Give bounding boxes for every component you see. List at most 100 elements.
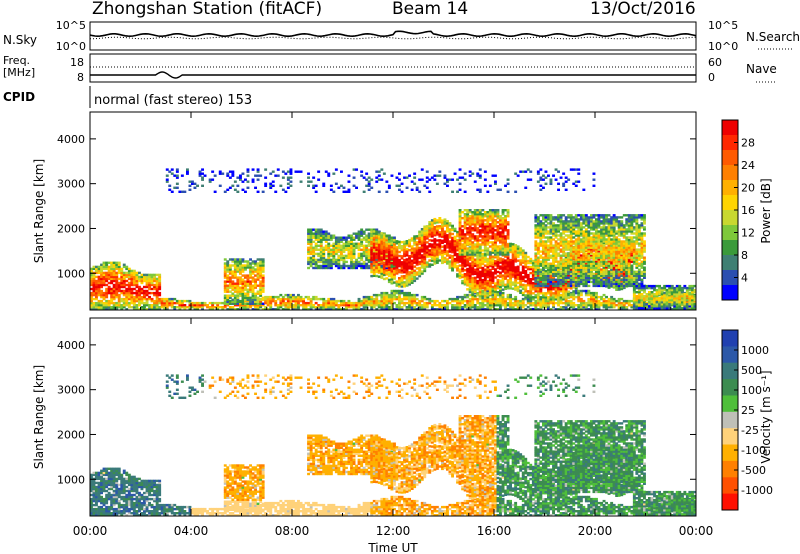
power-cell bbox=[496, 262, 500, 266]
power-cell bbox=[289, 184, 293, 187]
power-cell bbox=[473, 270, 477, 273]
power-cell bbox=[536, 299, 540, 303]
power-cell bbox=[531, 288, 535, 291]
power-cell bbox=[259, 276, 263, 279]
power-cell bbox=[155, 301, 159, 305]
power-cell bbox=[478, 278, 482, 282]
power-cell bbox=[473, 213, 477, 216]
power-cell bbox=[567, 230, 571, 233]
power-cell bbox=[309, 308, 313, 311]
power-cell bbox=[567, 240, 571, 243]
power-cell bbox=[496, 221, 500, 224]
power-cell bbox=[569, 293, 573, 296]
power-cell bbox=[572, 290, 576, 293]
power-cell bbox=[241, 304, 245, 307]
power-cell bbox=[461, 275, 465, 279]
power-cell bbox=[408, 242, 411, 246]
power-cell bbox=[506, 262, 510, 266]
power-cell bbox=[327, 297, 331, 301]
power-cell bbox=[504, 249, 507, 252]
power-cell bbox=[468, 253, 472, 256]
power-cell bbox=[334, 301, 338, 305]
power-cell bbox=[557, 234, 560, 237]
power-cell bbox=[241, 286, 245, 289]
power-cell bbox=[408, 301, 411, 305]
power-cell bbox=[554, 254, 558, 257]
power-cell bbox=[433, 258, 437, 261]
power-cell bbox=[448, 262, 452, 265]
power-cell bbox=[107, 269, 111, 273]
power-cell bbox=[309, 236, 313, 239]
power-cell bbox=[145, 279, 149, 283]
power-cell bbox=[246, 276, 250, 279]
power-cell bbox=[208, 180, 212, 183]
power-cell bbox=[239, 301, 242, 305]
power-cell bbox=[504, 283, 507, 286]
power-cell bbox=[155, 273, 159, 277]
power-cell bbox=[117, 261, 121, 264]
power-cell bbox=[398, 258, 401, 262]
power-cell bbox=[572, 242, 576, 245]
power-cell bbox=[158, 306, 162, 309]
power-cell bbox=[228, 268, 232, 271]
power-cell bbox=[476, 223, 480, 226]
power-cell bbox=[471, 297, 475, 301]
power-cell bbox=[145, 283, 149, 287]
power-cell bbox=[435, 233, 439, 236]
power-cell bbox=[294, 304, 298, 307]
power-cell bbox=[461, 273, 465, 277]
power-cell bbox=[458, 211, 462, 214]
power-cell bbox=[405, 268, 409, 271]
power-cell bbox=[226, 284, 230, 287]
power-cell bbox=[491, 174, 495, 177]
power-cell bbox=[367, 301, 371, 305]
power-cell bbox=[244, 280, 247, 283]
power-cell bbox=[332, 254, 336, 258]
power-cell bbox=[554, 301, 558, 305]
power-cell bbox=[307, 256, 310, 260]
power-cell bbox=[481, 262, 485, 266]
power-cell bbox=[322, 297, 326, 301]
power-cell bbox=[218, 306, 222, 309]
power-cell bbox=[516, 271, 520, 274]
power-cell bbox=[557, 290, 560, 293]
power-cell bbox=[403, 248, 406, 252]
power-cell bbox=[524, 276, 528, 279]
power-cell bbox=[471, 256, 475, 260]
power-cell bbox=[314, 228, 318, 231]
power-cell bbox=[428, 299, 432, 303]
power-cell bbox=[385, 273, 389, 276]
power-cell bbox=[501, 268, 505, 271]
power-cell bbox=[259, 288, 263, 291]
power-cell bbox=[451, 240, 454, 244]
power-cell bbox=[435, 249, 439, 252]
power-cell bbox=[256, 292, 260, 295]
power-cell bbox=[536, 180, 540, 183]
power-cell bbox=[125, 287, 129, 291]
power-cell bbox=[549, 242, 553, 245]
power-cell bbox=[456, 299, 459, 303]
power-cell bbox=[403, 254, 406, 258]
power-cell bbox=[433, 260, 437, 263]
power-cell bbox=[382, 306, 386, 309]
power-cell bbox=[499, 297, 502, 301]
power-cell bbox=[307, 308, 310, 311]
power-cell bbox=[534, 286, 538, 289]
power-cell bbox=[390, 268, 394, 271]
power-cell bbox=[135, 271, 139, 275]
power-cell bbox=[494, 290, 497, 293]
power-cell bbox=[122, 301, 126, 305]
power-cell bbox=[332, 299, 336, 303]
power-cell bbox=[342, 301, 346, 305]
power-cell bbox=[443, 304, 447, 307]
power-cell bbox=[236, 296, 240, 299]
power-cell bbox=[544, 269, 548, 273]
power-cell bbox=[509, 293, 512, 297]
power-cell bbox=[221, 306, 225, 309]
power-cell bbox=[168, 184, 172, 187]
power-cell bbox=[122, 271, 126, 275]
power-cell bbox=[307, 262, 310, 266]
power-cell bbox=[372, 234, 376, 237]
power-cell bbox=[509, 304, 512, 307]
power-cell bbox=[352, 304, 356, 307]
